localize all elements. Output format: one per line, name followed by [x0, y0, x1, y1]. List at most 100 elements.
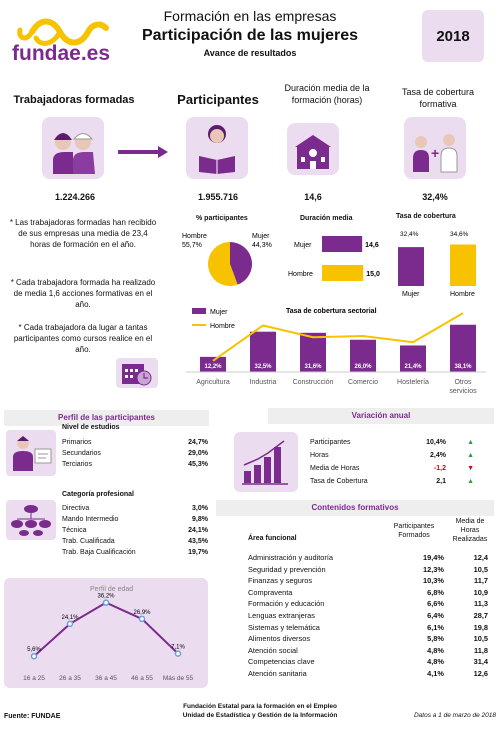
participants-tile — [186, 117, 248, 179]
edad-value-label: 36,2% — [97, 594, 115, 600]
table-row: Formación y educación 6,6% 11,3 — [248, 599, 488, 609]
sector-value-label: 32,5% — [254, 364, 272, 370]
edad-category-label: Más de 55 — [163, 675, 194, 682]
women-plus-icon: + — [413, 134, 458, 173]
table-row: Alimentos diversos 5,8% 10,5 — [248, 634, 488, 644]
sector-bar-mujer — [400, 345, 426, 372]
pie-slice-mujer — [230, 242, 252, 285]
brand-name: fundae.es — [12, 42, 111, 65]
table-row: Competencias clave 4,8% 31,4 — [248, 657, 488, 667]
sector-value-label: 38,1% — [454, 364, 472, 370]
stat-value-cobertura: 32,4% — [422, 192, 448, 202]
calendar-icon — [122, 364, 152, 386]
categoria-title: Categoría profesional — [62, 491, 134, 498]
edad-point — [102, 599, 110, 606]
stat-title-trabajadoras: Trabajadoras formadas — [13, 94, 135, 106]
stat-value-duracion: 14,6 — [304, 192, 322, 202]
women-workers-icon — [53, 133, 95, 174]
duration-tile — [287, 123, 339, 175]
footer-source: Fuente: FUNDAE — [4, 713, 61, 720]
estudios-row: Terciarios 45,3% — [62, 461, 208, 468]
sector-bar-mujer — [300, 332, 326, 372]
cobertura-title: Tasa de cobertura — [396, 213, 456, 220]
year-badge: 2018 — [422, 10, 484, 62]
variacion-row: Horas 2,4% ▲ — [310, 449, 474, 462]
table-row: Compraventa 6,8% 10,9 — [248, 587, 488, 597]
sectorial-chart: Mujer Hombre Tasa de cobertura sectorial… — [186, 308, 486, 395]
estudios-row: Secundarios 29,0% — [62, 450, 208, 457]
categoria-row: Directiva 3,0% — [62, 505, 208, 512]
header-line1: Formación en las empresas — [163, 8, 337, 24]
student-certificate-icon — [13, 436, 52, 471]
table-row: Atención social 4,8% 11,8 — [248, 645, 488, 655]
svg-text:+: + — [431, 145, 439, 161]
table-row: Administración y auditoría 19,4% 12,4 — [248, 553, 488, 562]
table-row: Lenguas extranjeras 6,4% 28,7 — [248, 610, 488, 620]
reader-icon — [199, 125, 235, 174]
sector-value-label: 31,6% — [304, 364, 322, 370]
variacion-row: Media de Horas -1,2 ▼ — [310, 462, 474, 475]
contenidos-table: Administración y auditoría 19,4% 12,4 Segu… — [248, 552, 488, 680]
pie-chart: Hombre 55,7% Mujer 44,3% — [182, 233, 272, 286]
stat-value-participantes: 1.955.716 — [197, 192, 239, 202]
pie-mujer-label: Mujer — [252, 233, 270, 240]
pie-hombre-value: 55,7% — [182, 242, 202, 249]
categoria-tile — [6, 500, 56, 540]
pie-hombre-label: Hombre — [182, 233, 207, 240]
note-participantes: * Cada trabajadora da lugar a tantas par… — [13, 323, 153, 354]
note-acciones: * Cada trabajadora formada ha realizado … — [10, 278, 156, 309]
estudios-row: Primarios 24,7% — [62, 439, 208, 446]
pie-mujer-value: 44,3% — [252, 242, 272, 249]
workers-tile — [42, 117, 104, 179]
page-title: Participación de las mujeres — [141, 27, 359, 44]
footer-org2: Unidad de Estadística y Gestión de la In… — [182, 712, 338, 719]
edad-panel: Perfil de edad 5,6% 24,1% 36,2% 26,9% 7,1% 1… — [4, 578, 208, 688]
table-row: Atención sanitaria 4,1% 12,6 — [248, 668, 488, 678]
duracion-hombre-value: 15,0 — [366, 271, 380, 278]
edad-value-label: 5,6% — [27, 647, 41, 653]
bar-growth-icon — [242, 440, 288, 485]
calendar-tile — [116, 358, 158, 388]
stat-value-trabajadoras: 1.224.266 — [54, 192, 96, 202]
page-subtitle: Avance de resultados — [203, 48, 297, 58]
edad-category-label: 16 a 25 — [23, 675, 45, 682]
edad-point — [174, 650, 182, 657]
duracion-bar-mujer — [322, 236, 363, 252]
edad-title: Perfil de edad — [90, 586, 133, 593]
duracion-mujer-value: 14,6 — [365, 242, 379, 249]
edad-point — [66, 620, 74, 628]
sector-category-label: Industria — [250, 379, 277, 386]
duracion-title: Duración media — [300, 215, 353, 222]
edad-category-label: 26 a 35 — [59, 675, 81, 682]
variacion-section-header: Variación anual — [268, 408, 494, 424]
contenidos-section-header: Contenidos formativos — [216, 500, 494, 516]
footer-org1: Fundación Estatal para la formación en e… — [183, 703, 337, 710]
fundae-logo: fundae.es — [10, 10, 120, 70]
arrow-up-icon: ▲ — [467, 452, 474, 459]
col-horas-header: Media de Horas Realizadas — [452, 518, 488, 543]
table-row: Finanzas y seguros 10,3% 11,7 — [248, 576, 488, 586]
hombre-line — [212, 312, 464, 362]
categoria-row: Trab. Cualificada 43,5% — [62, 538, 208, 545]
arrow-icon — [118, 145, 168, 163]
sector-category-label: Otros — [454, 379, 472, 386]
variacion-list: Participantes 10,4% ▲ Horas 2,4% ▲ Media d… — [310, 436, 474, 488]
sectorial-title: Tasa de cobertura sectorial — [286, 308, 377, 315]
cobertura-mujer-value: 32,4% — [400, 231, 419, 238]
sector-category-label: servicios — [449, 388, 477, 395]
sector-bar-mujer — [200, 356, 226, 372]
edad-point — [138, 615, 146, 623]
stat-title-cobertura: Tasa de cobertura formativa — [401, 87, 475, 109]
variacion-row: Participantes 10,4% ▲ — [310, 436, 474, 449]
infinity-logo-icon — [17, 18, 109, 46]
cobertura-hombre-label: Hombre — [450, 291, 475, 298]
pie-slice-hombre — [208, 242, 238, 286]
legend-mujer-label: Mujer — [210, 309, 228, 316]
sector-category-label: Agricultura — [196, 379, 230, 386]
arrow-up-icon: ▲ — [467, 478, 474, 485]
duracion-bar-hombre — [322, 265, 364, 281]
perfil-section-header: Perfil de las participantes — [4, 410, 209, 426]
sector-bar-mujer — [250, 331, 276, 372]
note-horas: * Las trabajadoras formadas han recibido… — [9, 218, 157, 249]
sector-bar-mujer — [450, 324, 476, 372]
